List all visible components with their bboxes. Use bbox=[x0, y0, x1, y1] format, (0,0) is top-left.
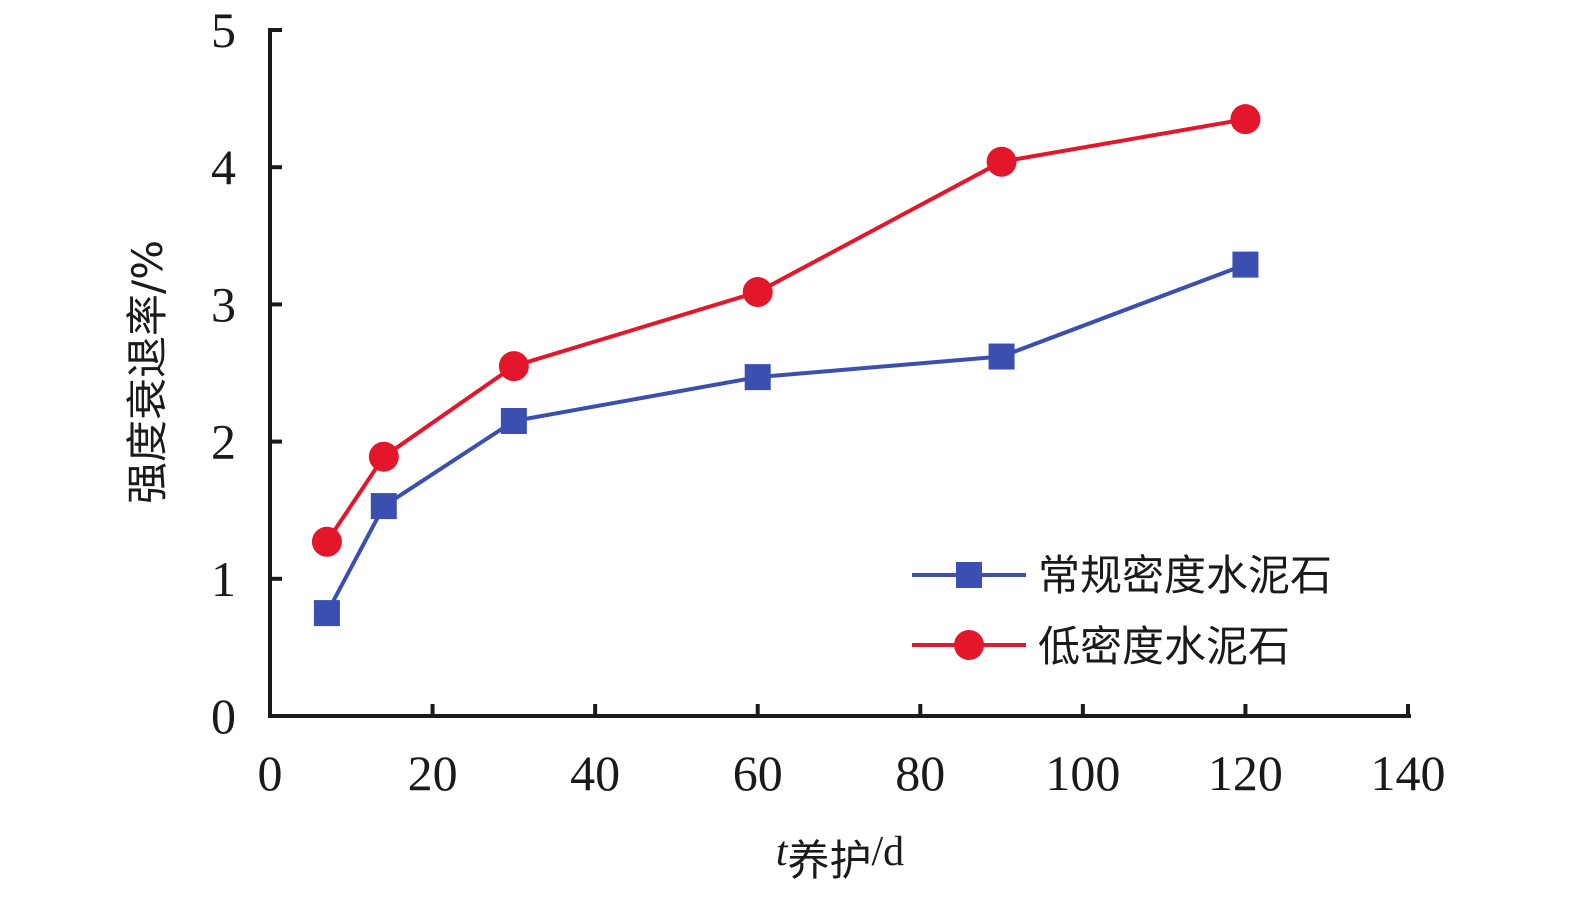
y-tick-label: 0 bbox=[211, 688, 236, 744]
data-point-square bbox=[988, 343, 1015, 370]
legend: 常规密度水泥石 低密度水泥石 bbox=[912, 551, 1332, 671]
x-tick-label: 20 bbox=[408, 745, 458, 801]
x-tick-label: 0 bbox=[258, 745, 283, 801]
data-point-square bbox=[313, 600, 340, 627]
x-axis-title-unit: /d bbox=[872, 829, 905, 875]
data-point-circle bbox=[368, 441, 399, 472]
data-point-circle bbox=[1230, 104, 1261, 135]
series-line-0 bbox=[325, 262, 1247, 615]
x-tick-label: 60 bbox=[733, 745, 783, 801]
series-layer bbox=[311, 104, 1261, 627]
x-tick-label: 140 bbox=[1371, 745, 1446, 801]
data-point-square bbox=[370, 493, 397, 520]
legend-label-low: 低密度水泥石 bbox=[1038, 622, 1290, 671]
x-tick-label: 100 bbox=[1045, 745, 1120, 801]
y-axis-title: 强度衰退率/% bbox=[123, 240, 172, 504]
y-tick-label: 1 bbox=[211, 551, 236, 607]
ticks: 0 20 40 60 80 100 120 140 0 1 2 3 4 5 bbox=[211, 2, 1446, 801]
y-axis-title-text: 强度衰退率/% bbox=[123, 240, 172, 504]
axes bbox=[268, 28, 1411, 718]
y-tick-label: 4 bbox=[211, 139, 236, 195]
legend-marker-square bbox=[956, 562, 982, 588]
data-point-square bbox=[1232, 251, 1259, 278]
data-point-circle bbox=[986, 146, 1017, 177]
y-tick-label: 5 bbox=[211, 2, 236, 58]
y-tick-label: 2 bbox=[211, 414, 236, 470]
x-axis-title-sub: 养护 bbox=[787, 836, 871, 885]
data-point-square bbox=[744, 364, 771, 391]
data-point-circle bbox=[311, 526, 342, 557]
y-tick-label: 3 bbox=[211, 276, 236, 332]
series-line-1 bbox=[325, 117, 1246, 543]
x-tick-label: 120 bbox=[1208, 745, 1283, 801]
data-point-circle bbox=[742, 277, 773, 308]
x-axis-title-var: t bbox=[776, 829, 789, 875]
legend-label-normal: 常规密度水泥石 bbox=[1038, 551, 1332, 600]
data-point-square bbox=[500, 408, 527, 435]
data-point-circle bbox=[498, 351, 529, 382]
x-axis-title: t养护/d bbox=[776, 829, 904, 885]
x-tick-label: 80 bbox=[895, 745, 945, 801]
x-tick-label: 40 bbox=[570, 745, 620, 801]
legend-marker-circle bbox=[954, 630, 984, 660]
